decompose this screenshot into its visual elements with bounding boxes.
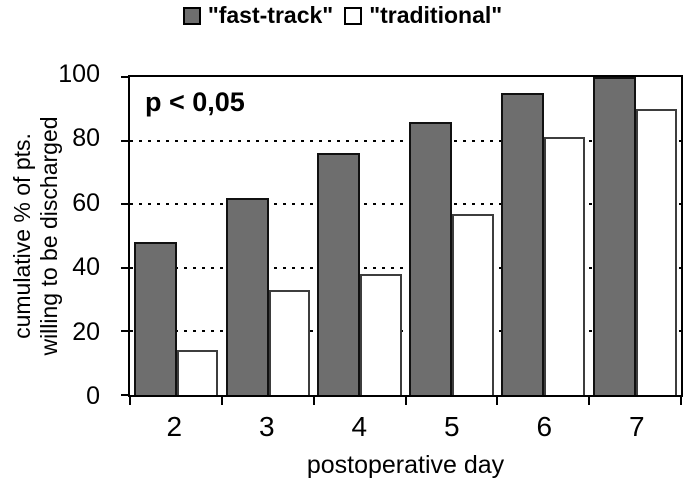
y-tick-label-40: 40 bbox=[72, 253, 100, 282]
x-tick-labels: 2 3 4 5 6 7 bbox=[128, 411, 683, 443]
bar-traditional-day-4 bbox=[360, 274, 402, 395]
y-tick-mark-100 bbox=[121, 76, 128, 78]
gridline-20 bbox=[130, 330, 681, 333]
y-tick-mark-40 bbox=[121, 266, 128, 269]
legend-label-fast-track: "fast-track" bbox=[207, 2, 334, 28]
gridline-40 bbox=[130, 266, 681, 269]
y-tick-mark-20 bbox=[121, 330, 128, 333]
gridline-80 bbox=[130, 139, 681, 142]
y-tick-label-20: 20 bbox=[72, 317, 100, 346]
x-tick-label-4: 4 bbox=[351, 411, 368, 442]
bar-traditional-day-7 bbox=[635, 108, 678, 395]
bar-fast-track-day-6 bbox=[501, 92, 545, 395]
legend-item-fast-track: "fast-track" bbox=[182, 2, 334, 29]
bar-fast-track-day-2 bbox=[133, 242, 177, 395]
y-tick-label-60: 60 bbox=[72, 188, 100, 217]
bar-group-day-6 bbox=[497, 77, 589, 395]
p-value-annotation: p < 0,05 bbox=[145, 87, 245, 117]
y-tick-mark-0 bbox=[121, 394, 128, 396]
x-tick-mark-5 bbox=[588, 397, 591, 405]
bar-traditional-day-6 bbox=[544, 137, 586, 395]
gridline-60 bbox=[130, 203, 681, 206]
bar-fast-track-day-7 bbox=[592, 77, 636, 395]
x-tick-mark-1 bbox=[220, 397, 223, 405]
bar-fast-track-day-5 bbox=[409, 121, 453, 395]
bar-group-day-7 bbox=[589, 77, 681, 395]
chart-legend: "fast-track" "traditional" bbox=[0, 2, 685, 29]
y-tick-mark-60 bbox=[121, 203, 128, 206]
bar-groups bbox=[130, 77, 681, 395]
fast-track-swatch-icon bbox=[182, 6, 201, 25]
bar-group-day-2 bbox=[130, 77, 222, 395]
traditional-swatch-icon bbox=[344, 6, 363, 25]
x-tick-label-2: 2 bbox=[166, 411, 183, 442]
bar-traditional-day-5 bbox=[452, 213, 494, 395]
x-tick-mark-4 bbox=[496, 397, 499, 405]
x-tick-label-6: 6 bbox=[536, 411, 553, 442]
bar-fast-track-day-3 bbox=[225, 197, 269, 395]
legend-label-traditional: "traditional" bbox=[369, 2, 503, 28]
bar-traditional-day-3 bbox=[268, 290, 310, 395]
bar-fast-track-day-4 bbox=[317, 153, 361, 395]
y-tick-label-80: 80 bbox=[72, 124, 100, 153]
x-tick-mark-0 bbox=[129, 397, 131, 405]
x-tick-mark-2 bbox=[312, 397, 315, 405]
y-tick-label-0: 0 bbox=[86, 381, 100, 410]
legend-item-traditional: "traditional" bbox=[344, 2, 502, 29]
bar-group-day-5 bbox=[405, 77, 497, 395]
x-tick-mark-3 bbox=[404, 397, 407, 405]
bar-traditional-day-2 bbox=[176, 350, 219, 395]
y-tick-mark-80 bbox=[121, 139, 128, 142]
x-tick-label-5: 5 bbox=[443, 411, 460, 442]
x-axis-title: postoperative day bbox=[306, 451, 505, 479]
x-tick-label-7: 7 bbox=[628, 411, 645, 442]
x-tick-label-3: 3 bbox=[258, 411, 275, 442]
bar-group-day-3 bbox=[222, 77, 314, 395]
y-tick-label-100: 100 bbox=[58, 59, 100, 88]
x-tick-mark-6 bbox=[680, 397, 682, 405]
bar-group-day-4 bbox=[314, 77, 406, 395]
y-tick-labels: 0 20 40 60 80 100 bbox=[0, 60, 100, 410]
plot-area: p < 0,05 bbox=[121, 75, 683, 405]
